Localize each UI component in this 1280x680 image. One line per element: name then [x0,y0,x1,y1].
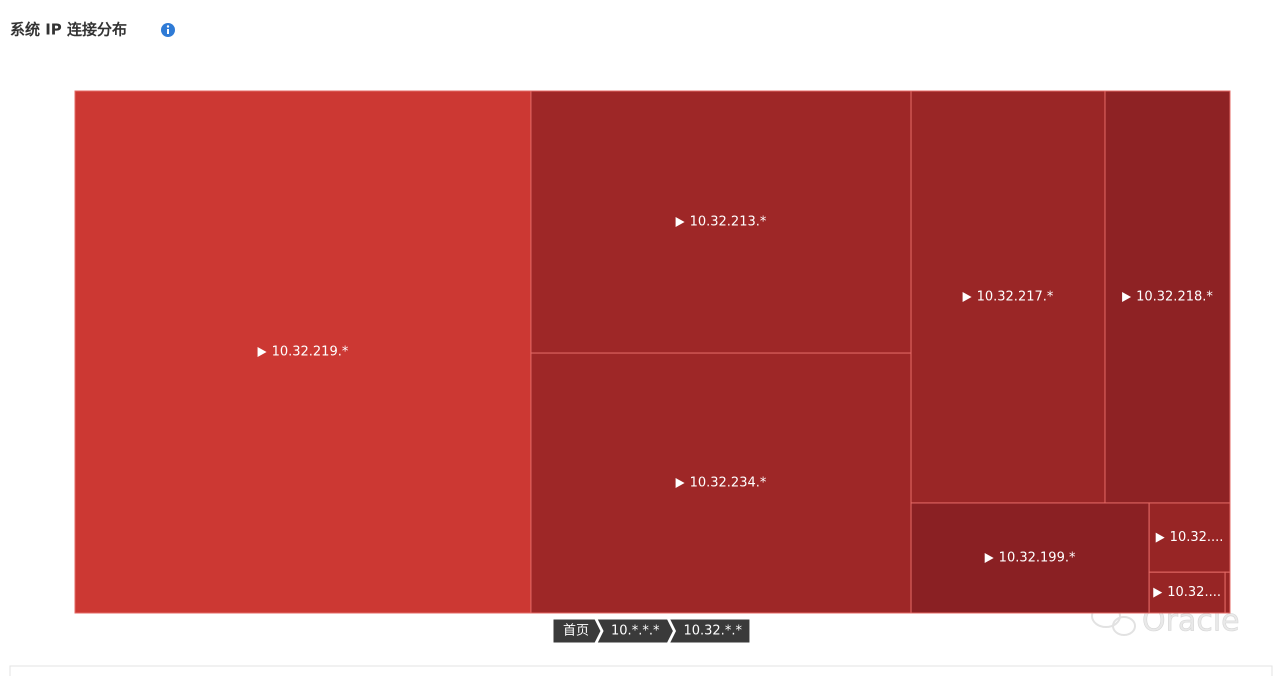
expand-arrow [1122,291,1132,302]
expand-arrow [962,291,972,302]
breadcrumb-shape[interactable] [668,618,751,644]
treemap-cell [74,90,532,614]
breadcrumb-item[interactable]: 10.*.*.* [596,618,675,644]
next-panel [9,665,1273,680]
treemap-cell [530,352,912,614]
expand-arrow [675,217,685,228]
cell-label: 10.32.218.* [1136,289,1213,304]
expand-arrow [675,478,685,489]
wechat-icon [1112,616,1136,636]
breadcrumb-label[interactable]: 10.32.*.* [683,624,742,639]
breadcrumb-label[interactable]: 首页 [563,624,589,639]
breadcrumb-shape[interactable] [552,618,602,644]
breadcrumb-label[interactable]: 10.*.*.* [611,624,660,639]
cell-label: 10.32.217.* [977,289,1054,304]
info-dot[interactable] [166,25,170,28]
expand-arrow [257,347,267,357]
info-stem[interactable] [167,29,169,34]
cell-label: 10.32.234.* [690,476,767,491]
chart-title: 系统 IP 连接分布 [10,21,127,39]
breadcrumb-item[interactable]: 首页 [552,618,602,644]
expand-arrow [1155,532,1165,543]
treemap-cell [530,90,912,354]
treemap-cell [910,90,1106,504]
cell-label: 10.32.... [1170,530,1224,545]
treemap-cell [910,502,1150,614]
cell-label: 10.32.213.* [690,215,767,230]
cell-label: 10.32.219.* [272,345,349,360]
treemap-cell [1224,571,1231,614]
expand-arrow [1153,587,1163,598]
cell-label: 10.32.199.* [999,550,1076,565]
treemap-cell [1148,571,1226,614]
expand-arrow [984,552,994,563]
breadcrumb-item[interactable]: 10.32.*.* [668,618,751,644]
cell-label: 10.32.... [1167,585,1221,600]
breadcrumb-shape[interactable] [596,618,675,644]
info-icon[interactable] [161,23,175,37]
